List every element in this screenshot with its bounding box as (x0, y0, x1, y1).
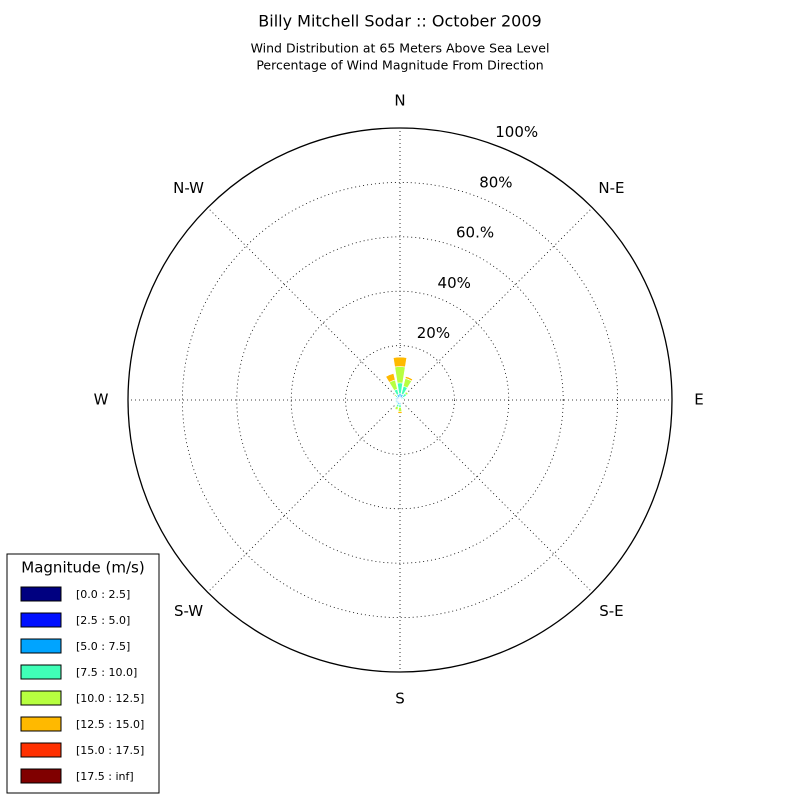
direction-label: E (694, 391, 703, 409)
legend-swatch (20, 664, 62, 680)
direction-label: S (395, 690, 405, 708)
wind-wedge (395, 403, 397, 405)
legend-label: [10.0 : 12.5] (76, 692, 144, 705)
legend-swatch (20, 716, 62, 732)
chart-subtitle: Percentage of Wind Magnitude From Direct… (256, 58, 543, 73)
direction-label: N-W (173, 179, 204, 197)
chart-title: Billy Mitchell Sodar :: October 2009 (258, 12, 541, 31)
radial-tick-label: 100% (495, 123, 538, 141)
direction-label: S-E (599, 602, 623, 620)
legend-title: Magnitude (m/s) (21, 559, 144, 577)
wind-wedge (397, 406, 403, 412)
chart-subtitle: Wind Distribution at 65 Meters Above Sea… (251, 41, 550, 56)
legend-label: [7.5 : 10.0] (76, 666, 137, 679)
legend-swatch (20, 690, 62, 706)
radial-grid-circle (236, 236, 564, 564)
outer-circle (127, 127, 673, 673)
legend-label: [0.0 : 2.5] (76, 588, 130, 601)
direction-label: N (394, 92, 405, 110)
angular-grid-line (207, 399, 401, 593)
direction-label: N-E (598, 179, 624, 197)
legend-label: [2.5 : 5.0] (76, 614, 130, 627)
radial-tick-label: 60.% (456, 224, 494, 242)
radial-grid-circle (181, 181, 619, 619)
radial-tick-label: 80% (479, 173, 512, 191)
radial-grid-circle (345, 345, 455, 455)
angular-grid-line (399, 399, 593, 593)
wind-wedge (394, 397, 396, 399)
legend-swatch (20, 638, 62, 654)
legend-label: [15.0 : 17.5] (76, 744, 144, 757)
legend-label: [17.5 : inf] (76, 770, 134, 783)
angular-grid-line (207, 207, 401, 401)
radial-grid-circle (290, 290, 510, 510)
legend-swatch (20, 768, 62, 784)
legend-swatch (20, 586, 62, 602)
legend-swatch (20, 742, 62, 758)
wind-wedge (392, 356, 408, 368)
wind-wedge (405, 375, 413, 380)
direction-label: S-W (174, 602, 203, 620)
legend-label: [5.0 : 7.5] (76, 640, 130, 653)
wind-wedge (398, 404, 402, 408)
radial-tick-label: 20% (417, 324, 450, 342)
legend-label: [12.5 : 15.0] (76, 718, 144, 731)
legend-swatch (20, 612, 62, 628)
angular-grid-line (399, 207, 593, 401)
direction-label: W (94, 391, 109, 409)
radial-tick-label: 40% (438, 274, 471, 292)
